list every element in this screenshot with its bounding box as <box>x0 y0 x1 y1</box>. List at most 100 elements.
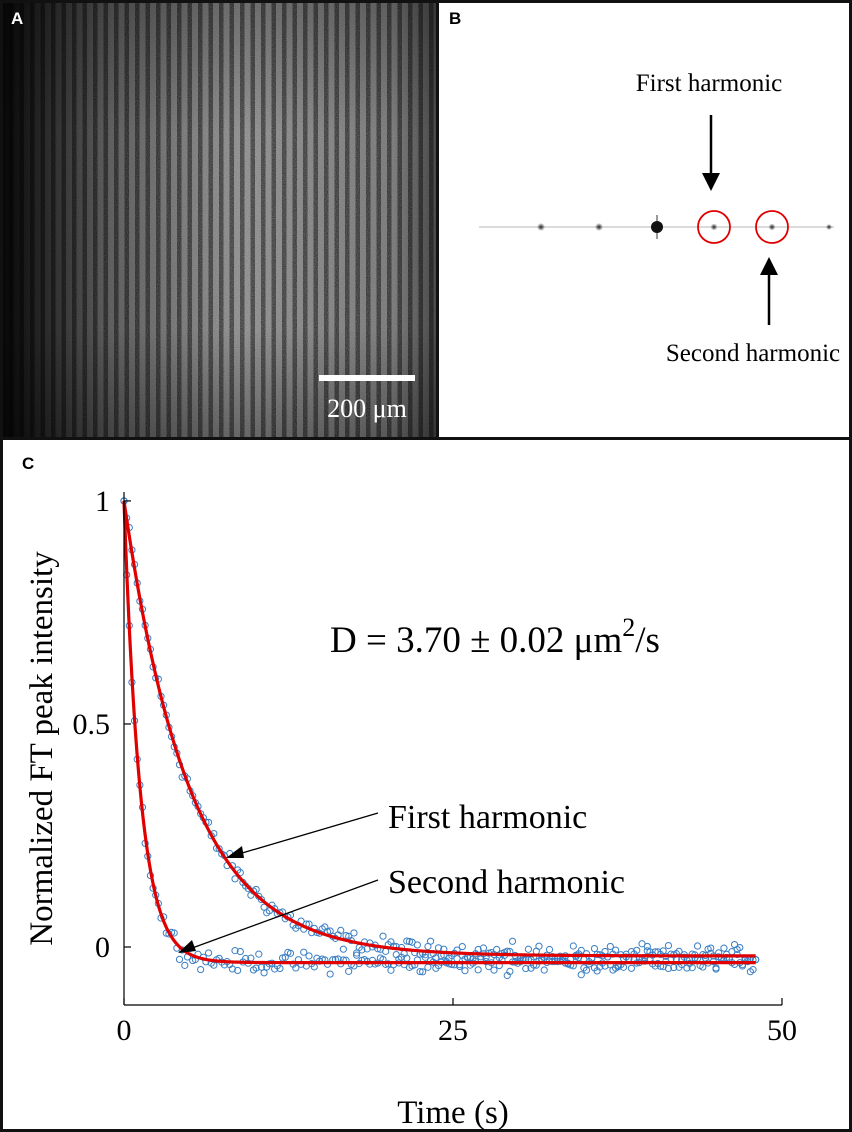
ft-central-peak <box>651 221 663 233</box>
data-point <box>569 942 577 950</box>
panel-b-fourier-transform: First harmonic Second harmonic B <box>439 3 849 437</box>
y-tick-label: 1 <box>95 485 110 518</box>
data-point <box>419 968 427 976</box>
data-point <box>339 945 347 953</box>
ft-peak <box>595 223 603 231</box>
x-tick-label: 0 <box>117 1014 132 1047</box>
x-tick-label: 50 <box>767 1014 797 1047</box>
data-point <box>326 970 334 978</box>
data-point <box>403 937 411 945</box>
data-point <box>292 964 300 972</box>
first-harmonic-label: First harmonic <box>636 70 783 97</box>
data-point <box>252 964 260 972</box>
data-point <box>358 946 366 954</box>
data-point <box>231 947 239 955</box>
data-point <box>426 937 435 945</box>
data-point <box>693 942 702 950</box>
x-axis-label: Time (s) <box>397 1095 509 1131</box>
data-point <box>255 950 263 958</box>
panel-a-label: A <box>11 9 24 28</box>
first-harmonic-fit-line <box>122 500 756 958</box>
ft-image: First harmonic Second harmonic <box>479 70 840 367</box>
y-axis-label: Normalized FT peak intensity <box>24 551 60 946</box>
data-point <box>524 945 532 953</box>
data-point <box>643 947 651 955</box>
data-point <box>257 895 266 904</box>
data-point <box>707 944 715 952</box>
data-point <box>582 966 591 974</box>
data-point <box>234 966 242 975</box>
second-harmonic-circle <box>755 210 789 244</box>
data-markers <box>120 497 760 980</box>
data-point <box>590 944 599 953</box>
panel-divider <box>0 437 852 440</box>
data-point <box>252 885 260 894</box>
data-point <box>606 942 614 951</box>
data-point <box>228 965 236 973</box>
data-point <box>664 941 673 950</box>
data-point <box>286 949 295 957</box>
annotation-arrows <box>178 812 379 953</box>
fit-curves <box>122 500 756 965</box>
data-point <box>474 966 482 974</box>
data-point <box>670 963 678 972</box>
data-point <box>236 947 244 956</box>
data-point <box>276 964 284 973</box>
data-point <box>260 903 268 911</box>
scale-bar <box>319 375 415 381</box>
data-point <box>612 946 620 954</box>
data-point <box>577 971 585 979</box>
data-point <box>337 926 345 935</box>
data-point <box>540 966 548 974</box>
decay-chart: 0 25 50 0 0.5 1 D = 3.70 ± 0.02 μm2/s First h… <box>24 485 798 1131</box>
chart-axes <box>123 492 782 1006</box>
y-tick-label: 0.5 <box>73 708 111 741</box>
second-harmonic-annotation: Second harmonic <box>388 864 625 901</box>
data-point <box>535 942 543 950</box>
data-point <box>664 964 673 973</box>
data-point <box>522 964 530 973</box>
ft-peak <box>768 223 776 231</box>
data-point <box>712 965 720 973</box>
data-point <box>352 951 361 959</box>
data-point <box>204 949 213 957</box>
data-point <box>458 942 466 951</box>
data-point <box>350 929 358 937</box>
data-point <box>397 953 406 961</box>
chart-ticks: 0 25 50 0 0.5 1 <box>73 485 798 1047</box>
panel-c-label: C <box>22 454 35 473</box>
data-point <box>577 946 585 954</box>
data-point <box>688 964 696 972</box>
data-point <box>345 967 353 975</box>
data-point <box>424 963 432 971</box>
data-point <box>181 961 189 969</box>
y-tick-label: 0 <box>95 931 110 964</box>
second-harmonic-fit-line <box>122 500 756 965</box>
ft-peak <box>710 223 718 231</box>
data-point <box>231 875 239 883</box>
data-point <box>506 967 514 975</box>
data-point <box>461 967 469 975</box>
data-point <box>170 929 178 937</box>
scale-bar-label: 200 μm <box>327 394 407 423</box>
data-point <box>305 952 313 960</box>
panel-a-microscope-image: 200 μm A <box>3 3 439 437</box>
data-point <box>508 937 517 945</box>
data-point <box>260 969 268 977</box>
first-harmonic-annotation: First harmonic <box>388 799 587 836</box>
stripe-image: 200 μm <box>3 3 436 437</box>
data-point <box>379 932 387 940</box>
first-harmonic-pointer <box>231 812 379 857</box>
second-harmonic-label: Second harmonic <box>666 340 840 367</box>
data-point <box>545 945 554 954</box>
data-point <box>736 943 744 952</box>
data-point <box>175 955 184 963</box>
data-point <box>749 966 757 974</box>
data-point <box>416 967 424 976</box>
data-point <box>387 966 395 974</box>
data-point <box>627 964 636 972</box>
diffusion-equation: D = 3.70 ± 0.02 μm2/s <box>330 613 660 661</box>
data-point <box>413 941 421 949</box>
panel-b-label: B <box>449 9 462 28</box>
